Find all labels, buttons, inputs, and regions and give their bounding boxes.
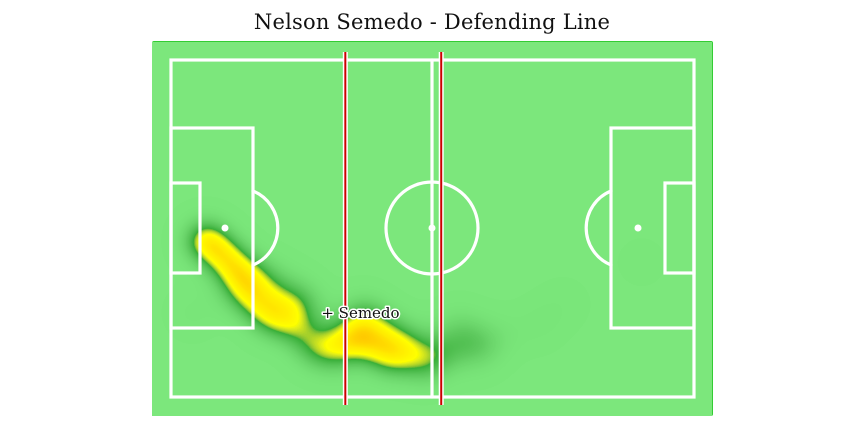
heatmap-point	[262, 265, 307, 310]
right-penalty-spot	[634, 224, 642, 232]
pitch-spots	[221, 224, 642, 232]
left-six-yard-box	[169, 181, 202, 275]
player-marker-label: + Semedo	[321, 304, 399, 322]
chart-title: Nelson Semedo - Defending Line	[253, 10, 611, 34]
left-penalty-arc	[251, 189, 280, 267]
center-circle	[384, 180, 480, 276]
heatmap-point	[541, 282, 586, 327]
defending-lines	[342, 52, 444, 405]
heatmap-point	[170, 290, 215, 335]
right-six-yard-box	[663, 181, 696, 275]
right-penalty-arc	[584, 189, 613, 267]
pitch-markings	[169, 58, 696, 399]
left-penalty-spot	[221, 224, 229, 232]
center-spot	[428, 224, 436, 232]
heatmap-point	[619, 240, 664, 285]
heatmap-point	[471, 316, 516, 361]
